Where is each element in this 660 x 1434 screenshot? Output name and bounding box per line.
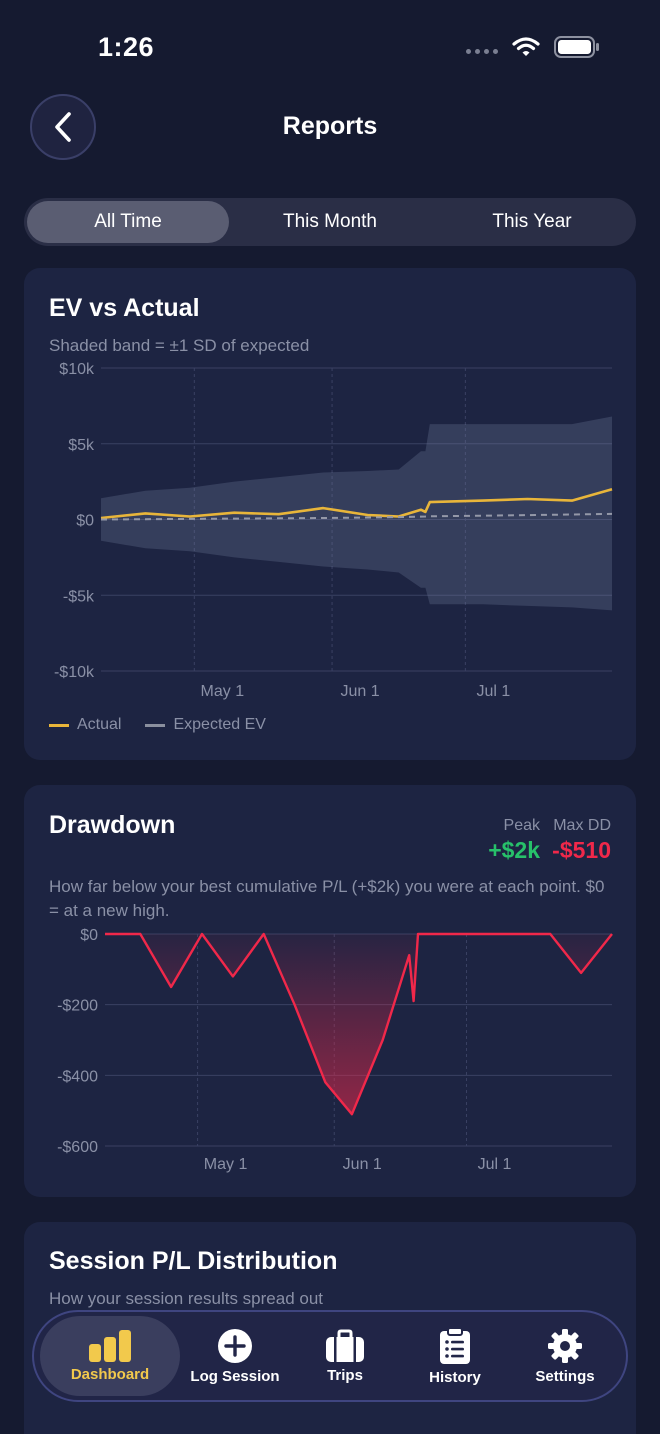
ev-card-subtitle: Shaded band = ±1 SD of expected <box>49 336 310 355</box>
status-time: 1:26 <box>98 32 155 62</box>
ev-card-title: EV vs Actual <box>49 294 200 322</box>
status-bar: 1:26 <box>0 0 660 90</box>
ev-vs-actual-card: EV vs Actual Shaded band = ±1 SD of expe… <box>24 268 636 760</box>
briefcase-icon <box>326 1329 364 1362</box>
tab-history[interactable]: History <box>400 1316 510 1396</box>
header: Reports <box>0 92 660 162</box>
ev-x-tick-label: Jul 1 <box>476 683 510 700</box>
segment-this-month[interactable]: This Month <box>283 211 377 232</box>
drawdown-card: Drawdown Peak +$2k Max DD -$510 How far … <box>24 785 636 1197</box>
ev-x-tick-label: Jun 1 <box>340 683 379 700</box>
max-dd-stat: Max DD -$510 <box>552 817 611 864</box>
max-dd-label: Max DD <box>553 817 611 834</box>
dd-x-tick-label: Jun 1 <box>343 1156 382 1173</box>
ev-vs-actual-chart: $10k $5k $0 -$5k -$10k May 1 Jun 1 Jul 1 <box>54 361 613 700</box>
dd-y-tick-label: -$200 <box>57 998 98 1015</box>
dd-x-tick-label: Jul 1 <box>478 1156 512 1173</box>
segment-this-year[interactable]: This Year <box>492 211 572 232</box>
segment-all-time[interactable]: All Time <box>27 201 229 243</box>
legend-swatch-actual <box>49 723 69 727</box>
bottom-tab-bar: Dashboard Log Session Trips History <box>32 1310 628 1402</box>
page-title: Reports <box>282 112 378 140</box>
tab-trips[interactable]: Trips <box>290 1316 400 1396</box>
tab-log-session[interactable]: Log Session <box>180 1316 290 1396</box>
ev-y-tick-label: $5k <box>68 437 95 454</box>
max-dd-value: -$510 <box>552 837 611 863</box>
status-icons <box>466 36 600 58</box>
ev-x-tick-label: May 1 <box>201 683 245 700</box>
tab-dashboard-label: Dashboard <box>70 1365 150 1383</box>
tab-settings-label: Settings <box>535 1367 595 1385</box>
plus-circle-icon <box>218 1328 252 1363</box>
time-range-segmented-control: All Time This Month This Year <box>24 198 636 246</box>
clipboard-list-icon <box>440 1326 470 1364</box>
ev-y-tick-label: $0 <box>76 513 94 530</box>
tab-log-session-label: Log Session <box>190 1367 280 1385</box>
tab-trips-label: Trips <box>327 1366 363 1384</box>
battery-icon <box>554 36 599 58</box>
tab-settings[interactable]: Settings <box>510 1316 620 1396</box>
legend-swatch-expected <box>145 723 166 727</box>
ev-y-tick-label: -$5k <box>63 588 95 605</box>
chevron-left-icon <box>55 112 71 142</box>
wifi-icon <box>512 37 540 56</box>
legend-item-expected: Expected EV <box>145 716 266 734</box>
tab-dashboard[interactable]: Dashboard <box>40 1316 180 1396</box>
ev-y-tick-label: -$10k <box>54 664 95 681</box>
dd-y-tick-label: -$600 <box>57 1139 98 1156</box>
legend-item-actual: Actual <box>49 716 121 734</box>
cellular-signal-icon <box>466 48 498 54</box>
bar-chart-icon <box>89 1329 131 1362</box>
distribution-card-title: Session P/L Distribution <box>49 1247 338 1275</box>
peak-value: +$2k <box>488 837 540 863</box>
dd-y-tick-label: -$400 <box>57 1068 98 1085</box>
drawdown-line <box>105 932 613 1116</box>
gear-icon <box>548 1328 582 1363</box>
drawdown-card-subtitle: How far below your best cumulative P/L (… <box>49 877 605 920</box>
dd-y-tick-label: $0 <box>80 927 98 944</box>
drawdown-area <box>105 934 612 1115</box>
legend-label-expected: Expected EV <box>173 716 266 733</box>
drawdown-chart: $0 -$200 -$400 -$600 May 1 Jun 1 Jul 1 <box>57 927 613 1173</box>
peak-label: Peak <box>503 817 540 834</box>
expected-ev-line <box>100 512 613 521</box>
ev-chart-legend: Actual Expected EV <box>49 716 266 734</box>
tab-history-label: History <box>429 1368 481 1386</box>
peak-stat: Peak +$2k <box>488 817 540 864</box>
back-button[interactable] <box>30 94 96 160</box>
drawdown-card-title: Drawdown <box>49 811 176 839</box>
distribution-card-subtitle: How your session results spread out <box>49 1289 324 1308</box>
legend-label-actual: Actual <box>77 716 122 733</box>
ev-y-tick-label: $10k <box>59 361 95 378</box>
dd-x-tick-label: May 1 <box>204 1156 248 1173</box>
